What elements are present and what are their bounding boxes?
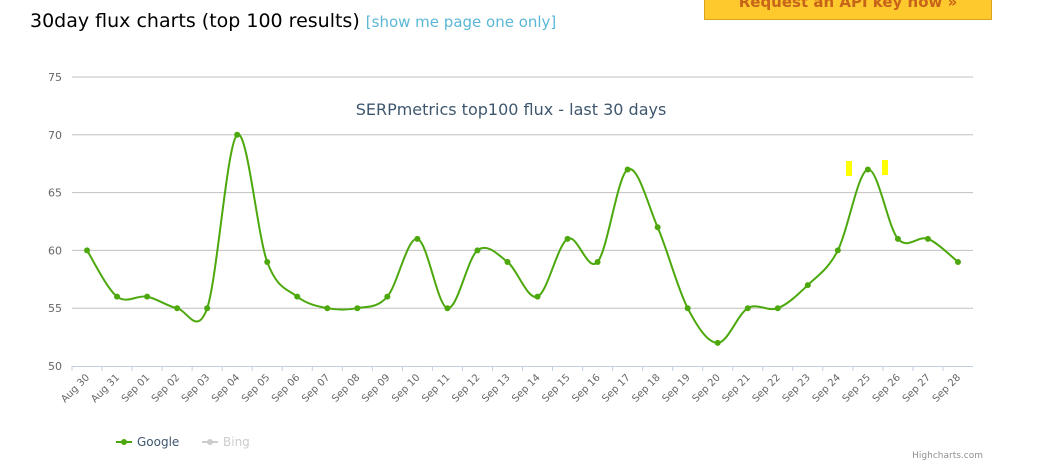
header: 30day flux charts (top 100 results) [sho…	[30, 10, 556, 32]
point	[534, 293, 541, 300]
point	[414, 235, 421, 242]
page-one-link[interactable]: [show me page one only]	[365, 13, 557, 31]
y-tick-label: 55	[48, 302, 62, 315]
point	[744, 305, 751, 312]
point	[684, 305, 691, 312]
x-tick-label: Sep 01	[120, 372, 152, 404]
x-tick-label: Sep 25	[841, 372, 873, 404]
point	[654, 224, 661, 231]
point	[444, 305, 451, 312]
x-tick-label: Sep 09	[360, 372, 392, 404]
y-tick-label: 50	[48, 360, 62, 373]
point	[594, 258, 601, 265]
point	[804, 282, 811, 289]
x-tick-label: Sep 19	[660, 372, 692, 404]
point	[174, 305, 181, 312]
x-tick-label: Sep 03	[180, 372, 212, 404]
chart-title: SERPmetrics top100 flux - last 30 days	[356, 100, 667, 119]
x-tick-label: Sep 20	[690, 372, 722, 404]
x-tick-label: Sep 17	[600, 372, 632, 404]
point	[564, 235, 571, 242]
point	[234, 131, 241, 138]
x-tick-label: Sep 15	[540, 372, 572, 404]
point	[894, 235, 901, 242]
point	[384, 293, 391, 300]
y-tick-label: 70	[48, 129, 62, 142]
x-tick-label: Sep 04	[210, 372, 242, 404]
x-tick-label: Sep 05	[240, 372, 272, 404]
highlight	[846, 161, 852, 176]
point	[84, 247, 91, 254]
point	[204, 305, 211, 312]
point	[714, 339, 721, 346]
credits: Highcharts.com	[912, 451, 983, 461]
x-tick-label: Sep 21	[721, 372, 753, 404]
point	[834, 247, 841, 254]
point	[294, 293, 301, 300]
point	[474, 247, 481, 254]
point	[504, 258, 511, 265]
x-tick-label: Sep 23	[781, 372, 813, 404]
x-tick-label: Aug 31	[89, 372, 122, 405]
x-tick-label: Sep 12	[450, 372, 482, 404]
x-tick-label: Sep 28	[931, 372, 963, 404]
x-tick-label: Sep 13	[480, 372, 512, 404]
x-tick-label: Sep 24	[811, 372, 843, 404]
x-tick-label: Sep 18	[630, 372, 662, 404]
api-key-button[interactable]: Request an API key now »	[704, 0, 992, 20]
series-line	[86, 133, 959, 344]
legend-label: Bing	[223, 435, 250, 449]
x-tick-label: Sep 11	[420, 372, 452, 404]
point	[954, 258, 961, 265]
page-title: 30day flux charts (top 100 results)	[30, 10, 360, 32]
legend-label: Google	[137, 435, 179, 449]
point	[624, 166, 631, 173]
x-tick-label: Sep 14	[510, 372, 542, 404]
point	[144, 293, 151, 300]
x-tick-label: Sep 08	[330, 372, 362, 404]
y-tick-label: 65	[48, 187, 62, 200]
highlight	[882, 160, 888, 175]
point	[924, 235, 931, 242]
point	[324, 305, 331, 312]
point	[354, 305, 361, 312]
x-tick-label: Sep 27	[901, 372, 933, 404]
point	[264, 258, 271, 265]
x-tick-label: Sep 22	[751, 372, 783, 404]
y-tick-label: 60	[48, 244, 62, 257]
x-tick-label: Sep 07	[300, 372, 332, 404]
point	[114, 293, 121, 300]
point	[864, 166, 871, 173]
x-tick-label: Sep 06	[270, 372, 302, 404]
x-tick-label: Aug 30	[59, 372, 92, 405]
y-tick-label: 75	[48, 71, 62, 84]
legend-marker	[121, 439, 127, 445]
point	[774, 305, 781, 312]
x-tick-label: Sep 16	[570, 372, 602, 404]
x-tick-label: Sep 10	[390, 372, 422, 404]
x-tick-label: Sep 26	[871, 372, 903, 404]
x-tick-label: Sep 02	[150, 372, 182, 404]
legend-marker	[207, 439, 213, 445]
